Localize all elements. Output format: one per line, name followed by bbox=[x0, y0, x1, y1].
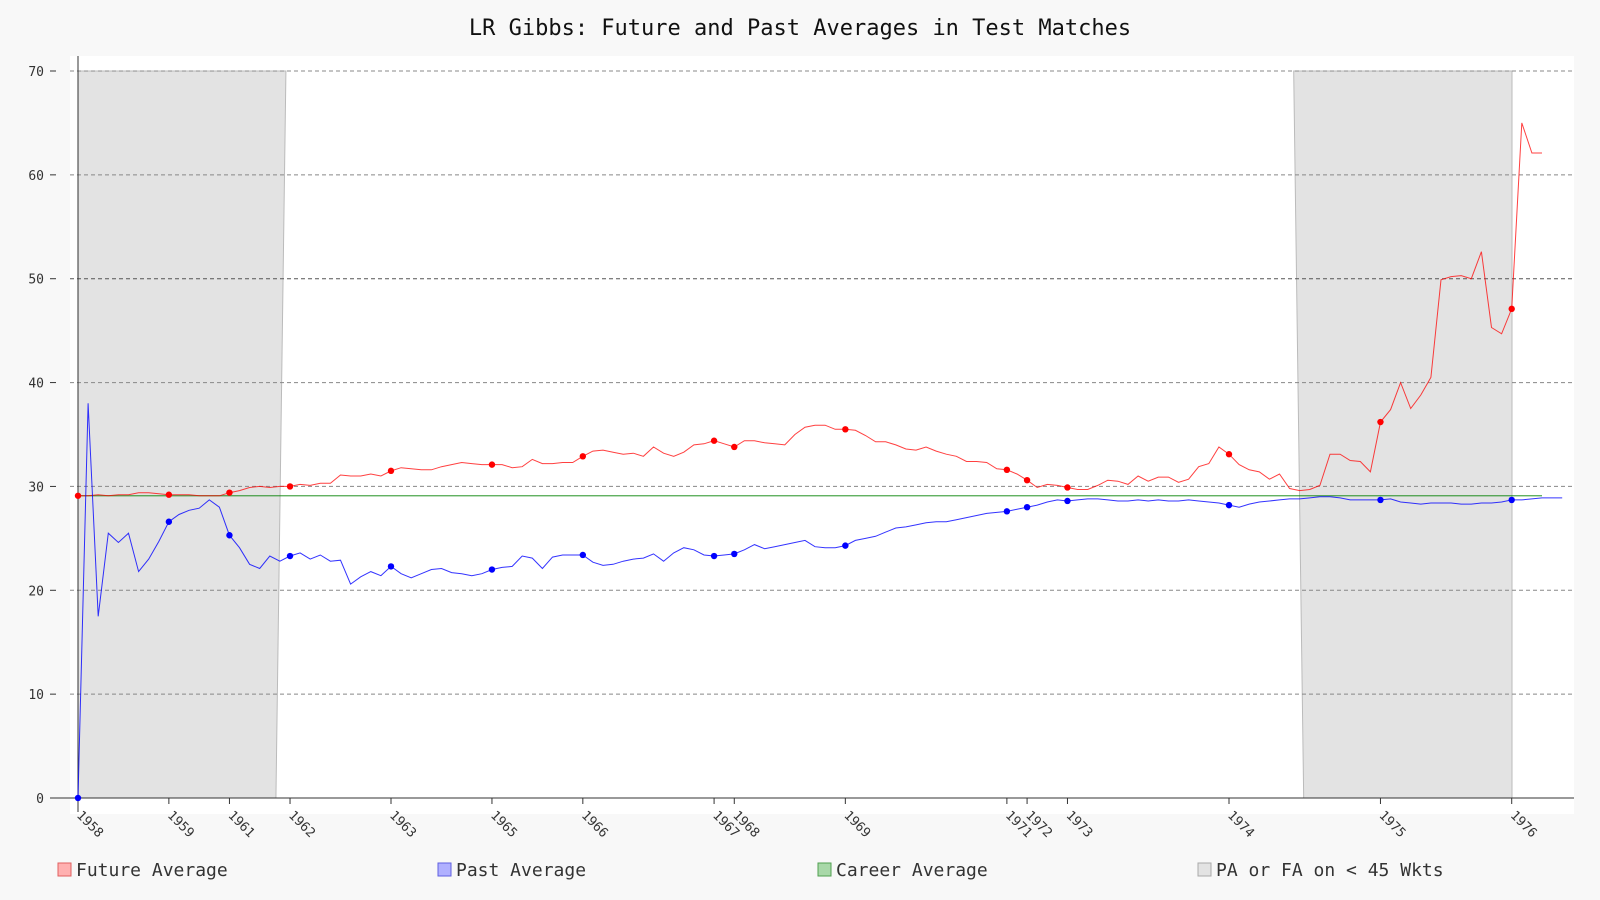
legend-label: Career Average bbox=[836, 860, 988, 881]
future-average-point bbox=[74, 492, 82, 499]
y-tick-label: 20 bbox=[28, 584, 44, 599]
legend-swatch bbox=[1197, 862, 1212, 877]
past-average-line bbox=[77, 403, 1563, 799]
grid-lines: 0 10 20 30 40 50 60 70 bbox=[28, 65, 1574, 807]
future-average-point bbox=[1377, 418, 1384, 426]
y-tick-label: 30 bbox=[28, 480, 44, 495]
past-average-point bbox=[74, 794, 82, 802]
future-average-point bbox=[1003, 466, 1011, 474]
past-average-point bbox=[1508, 496, 1515, 504]
chart-title: LR Gibbs: Future and Past Averages in Te… bbox=[469, 16, 1131, 41]
shaded-region bbox=[77, 70, 287, 799]
past-average-point bbox=[1225, 501, 1233, 509]
future-average-line bbox=[78, 122, 1542, 497]
legend-label: Past Average bbox=[456, 860, 586, 881]
shaded-region bbox=[1293, 70, 1513, 799]
legend-label: Future Average bbox=[76, 860, 228, 881]
past-average-point bbox=[579, 551, 587, 559]
past-average-point bbox=[286, 552, 294, 560]
legend-swatch bbox=[817, 862, 832, 877]
past-average-point bbox=[1023, 504, 1031, 511]
future-average-point bbox=[1508, 305, 1515, 313]
future-average-point bbox=[165, 491, 173, 498]
past-average-point bbox=[1003, 508, 1011, 515]
y-tick-label: 0 bbox=[36, 792, 44, 807]
legend-label: PA or FA on < 45 Wkts bbox=[1216, 860, 1444, 881]
past-average-point bbox=[226, 532, 233, 539]
past-average-point bbox=[731, 550, 738, 558]
future-average-point bbox=[1225, 451, 1233, 458]
future-average-point bbox=[731, 443, 738, 451]
y-tick-label: 60 bbox=[28, 169, 44, 184]
past-average-point bbox=[842, 542, 849, 549]
future-average-point bbox=[1023, 476, 1031, 484]
y-tick-label: 70 bbox=[28, 65, 44, 80]
y-tick-label: 10 bbox=[28, 688, 44, 703]
y-tick-label: 40 bbox=[28, 377, 44, 392]
future-average-point bbox=[842, 426, 849, 433]
future-average-point bbox=[579, 453, 587, 460]
past-average-point bbox=[488, 566, 496, 573]
past-average-point bbox=[1064, 497, 1071, 505]
future-average-point bbox=[226, 489, 233, 496]
future-average-point bbox=[286, 483, 294, 490]
future-average-point bbox=[387, 467, 395, 475]
past-average-point bbox=[165, 518, 173, 525]
legend-swatch bbox=[437, 862, 452, 877]
future-average-point bbox=[1064, 484, 1071, 491]
legend-swatch bbox=[57, 862, 72, 877]
future-average-point bbox=[488, 461, 496, 468]
past-average-point bbox=[710, 552, 718, 560]
legend: Future Average Past Average Career Average… bbox=[57, 860, 1444, 881]
series-markers bbox=[74, 305, 1515, 802]
past-average-point bbox=[387, 563, 395, 570]
future-average-point bbox=[710, 437, 718, 444]
past-average-point bbox=[1377, 496, 1384, 504]
y-tick-label: 50 bbox=[28, 273, 44, 288]
series-lines bbox=[77, 122, 1563, 799]
